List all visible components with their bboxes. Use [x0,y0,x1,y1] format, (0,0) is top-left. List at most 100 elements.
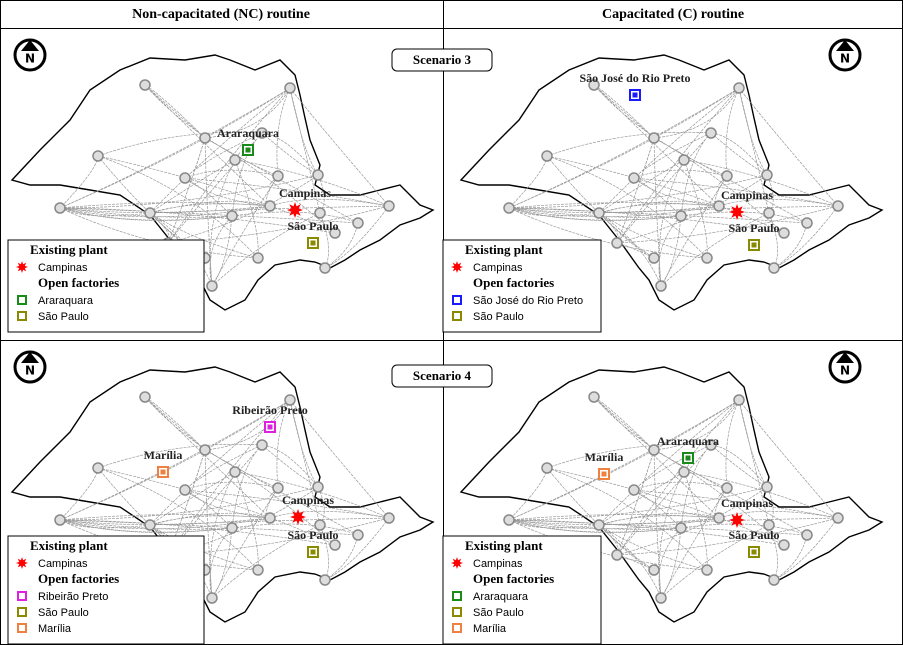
town [733,82,745,94]
town [678,466,690,478]
factory-marker-core [632,92,638,98]
town [92,462,104,474]
town [272,482,284,494]
legend-box [7,239,205,333]
town [352,529,364,541]
town [312,169,324,181]
north-arrow-head [21,352,39,363]
map-label: São José do Rio Preto [579,71,690,85]
map-label: São Paulo [728,528,779,542]
legend-item: Campinas [38,262,88,274]
north-arrow-head [836,352,854,363]
legend-swatch [17,295,27,305]
existing-plant-marker [287,202,303,218]
legend-item: São Paulo [38,607,89,619]
legend-item: Marília [473,623,507,635]
town [705,127,717,139]
legend-swatch [17,311,27,321]
map-label: Araraquara [657,434,719,448]
town [272,170,284,182]
town [593,207,605,219]
factory-marker-core [601,471,607,477]
town [648,252,660,264]
legend-title: Existing plant [30,242,108,257]
town [541,462,553,474]
legend-title: Open factories [38,571,119,586]
legend-item: Marília [38,623,72,635]
town [628,484,640,496]
town [832,200,844,212]
existing-plant-marker [729,512,745,528]
legend-swatch [452,295,462,305]
town [832,512,844,524]
legend-swatch [452,311,462,321]
town [139,79,151,91]
north-arrow-head [836,40,854,51]
town [678,154,690,166]
town [655,592,667,604]
map-label: Marília [585,450,624,464]
north-label: N [840,52,850,66]
state-outline [459,54,884,311]
legend-item: Araraquara [38,295,94,307]
town [256,439,268,451]
legend-item: Campinas [38,558,88,570]
map-label: Campinas [279,186,331,200]
legend-box [442,239,602,333]
town [768,574,780,586]
map-panel: N Campinas Araraquara São Paulo Existing pla… [7,38,435,333]
town [139,391,151,403]
legend-swatch [17,607,27,617]
town [733,394,745,406]
town [312,481,324,493]
map-panel: N Campinas Araraquara São Paulo Marília Exist… [442,350,884,645]
state-outline [459,366,884,623]
legend-item: São Paulo [473,607,524,619]
existing-plant-marker [290,509,306,525]
town [229,466,241,478]
legend-item: São Paulo [38,311,89,323]
scenario-label: Scenario 3 [413,52,472,67]
legend-box [442,535,602,645]
map-label: São Paulo [287,219,338,233]
legend-swatch [17,623,27,633]
factory-marker-core [310,549,316,555]
town [329,227,341,239]
town [264,200,276,212]
legend-title: Existing plant [465,538,543,553]
town [801,217,813,229]
town [503,514,515,526]
town [284,394,296,406]
factory-marker-core [751,549,757,555]
town [229,154,241,166]
legend-item: Campinas [473,262,523,274]
town [199,444,211,456]
map-label: São Paulo [287,528,338,542]
town [721,482,733,494]
town [721,170,733,182]
factory-marker-core [310,240,316,246]
scenario-box [391,48,493,72]
town [541,150,553,162]
town [206,592,218,604]
legend-star [16,557,28,569]
north-label: N [25,52,35,66]
town [761,169,773,181]
town [252,252,264,264]
town [675,522,687,534]
legend-item: Campinas [473,558,523,570]
roads [508,84,839,287]
town [611,237,623,249]
town [588,79,600,91]
factory-marker-core [685,455,691,461]
town [705,439,717,451]
north-label: N [25,364,35,378]
legend-box [7,535,205,645]
map-label: Campinas [721,188,773,202]
town [763,519,775,531]
legend-star [16,261,28,273]
town [92,150,104,162]
town [144,519,156,531]
town [768,262,780,274]
town [226,210,238,222]
